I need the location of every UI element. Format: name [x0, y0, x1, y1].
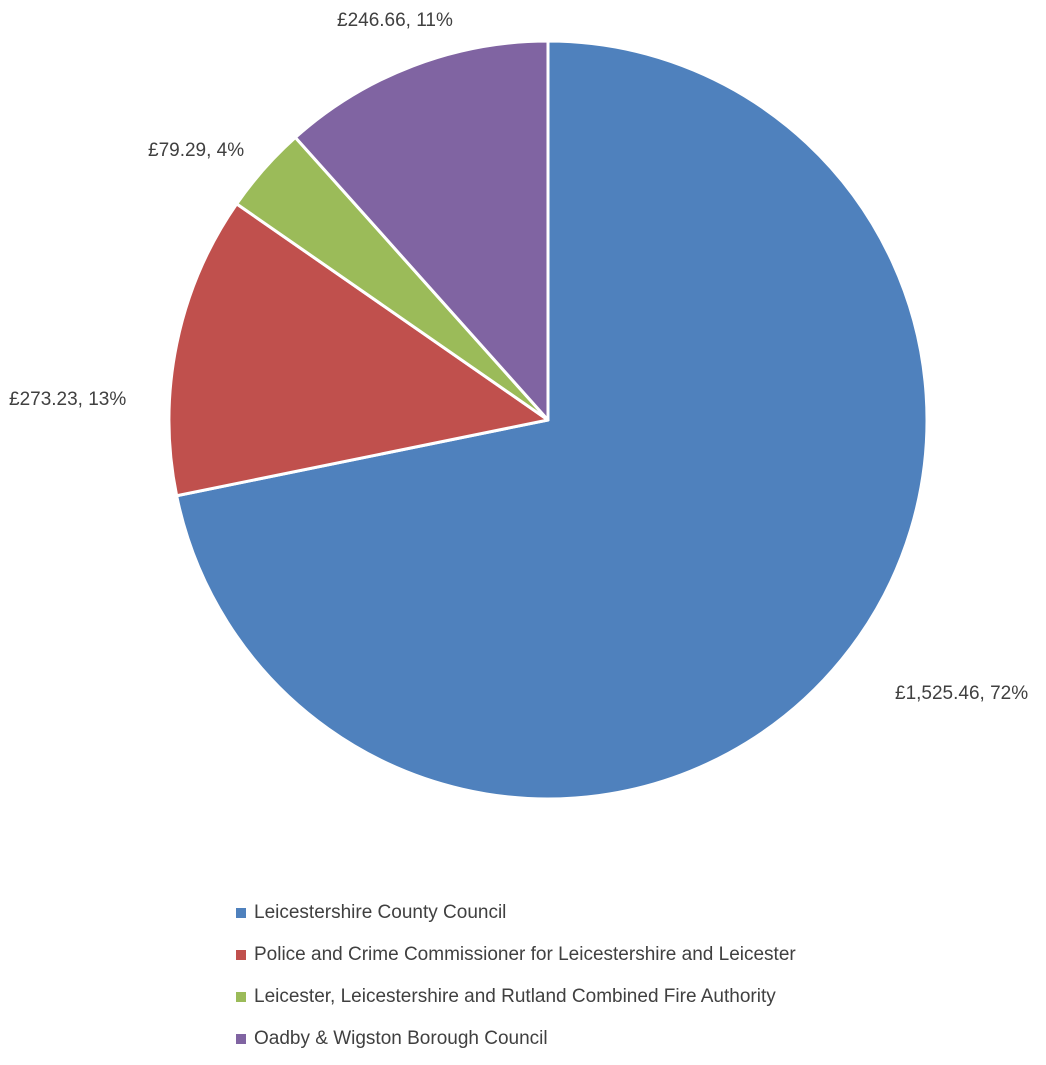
legend-label: Leicester, Leicestershire and Rutland Co… — [254, 986, 776, 1007]
pie-slice-oadby-wigston-borough-council — [293, 39, 550, 422]
legend-swatch — [236, 950, 246, 960]
legend-item-police-and-crime-commissioner: Police and Crime Commissioner for Leices… — [236, 939, 796, 971]
legend-item-oadby-wigston-borough-council: Oadby & Wigston Borough Council — [236, 1023, 796, 1055]
legend-label: Police and Crime Commissioner for Leices… — [254, 944, 796, 965]
pie-slice-police-and-crime-commissioner-for-leicestershire-and-leicester — [167, 202, 550, 498]
legend-swatch — [236, 908, 246, 918]
legend-label: Oadby & Wigston Borough Council — [254, 1028, 548, 1049]
data-label-combined-fire-authority: £79.29, 4% — [148, 140, 244, 161]
legend-swatch — [236, 992, 246, 1002]
legend: Leicestershire County Council Police and… — [236, 897, 796, 1065]
pie-chart: £1,525.46, 72% £273.23, 13% £79.29, 4% £… — [9, 10, 1028, 801]
legend-item-leicestershire-county-council: Leicestershire County Council — [236, 897, 796, 929]
pie-slice-leicestershire-county-council — [175, 39, 929, 801]
legend-item-combined-fire-authority: Leicester, Leicestershire and Rutland Co… — [236, 981, 796, 1013]
data-label-oadby-wigston-borough-council: £246.66, 11% — [337, 10, 453, 31]
legend-label: Leicestershire County Council — [254, 902, 507, 923]
legend-swatch — [236, 1034, 246, 1044]
data-labels: £1,525.46, 72% £273.23, 13% £79.29, 4% £… — [9, 10, 1028, 704]
data-label-leicestershire-county-council: £1,525.46, 72% — [895, 683, 1028, 704]
pie-slices — [167, 39, 929, 801]
data-label-police-and-crime-commissioner: £273.23, 13% — [9, 389, 126, 410]
